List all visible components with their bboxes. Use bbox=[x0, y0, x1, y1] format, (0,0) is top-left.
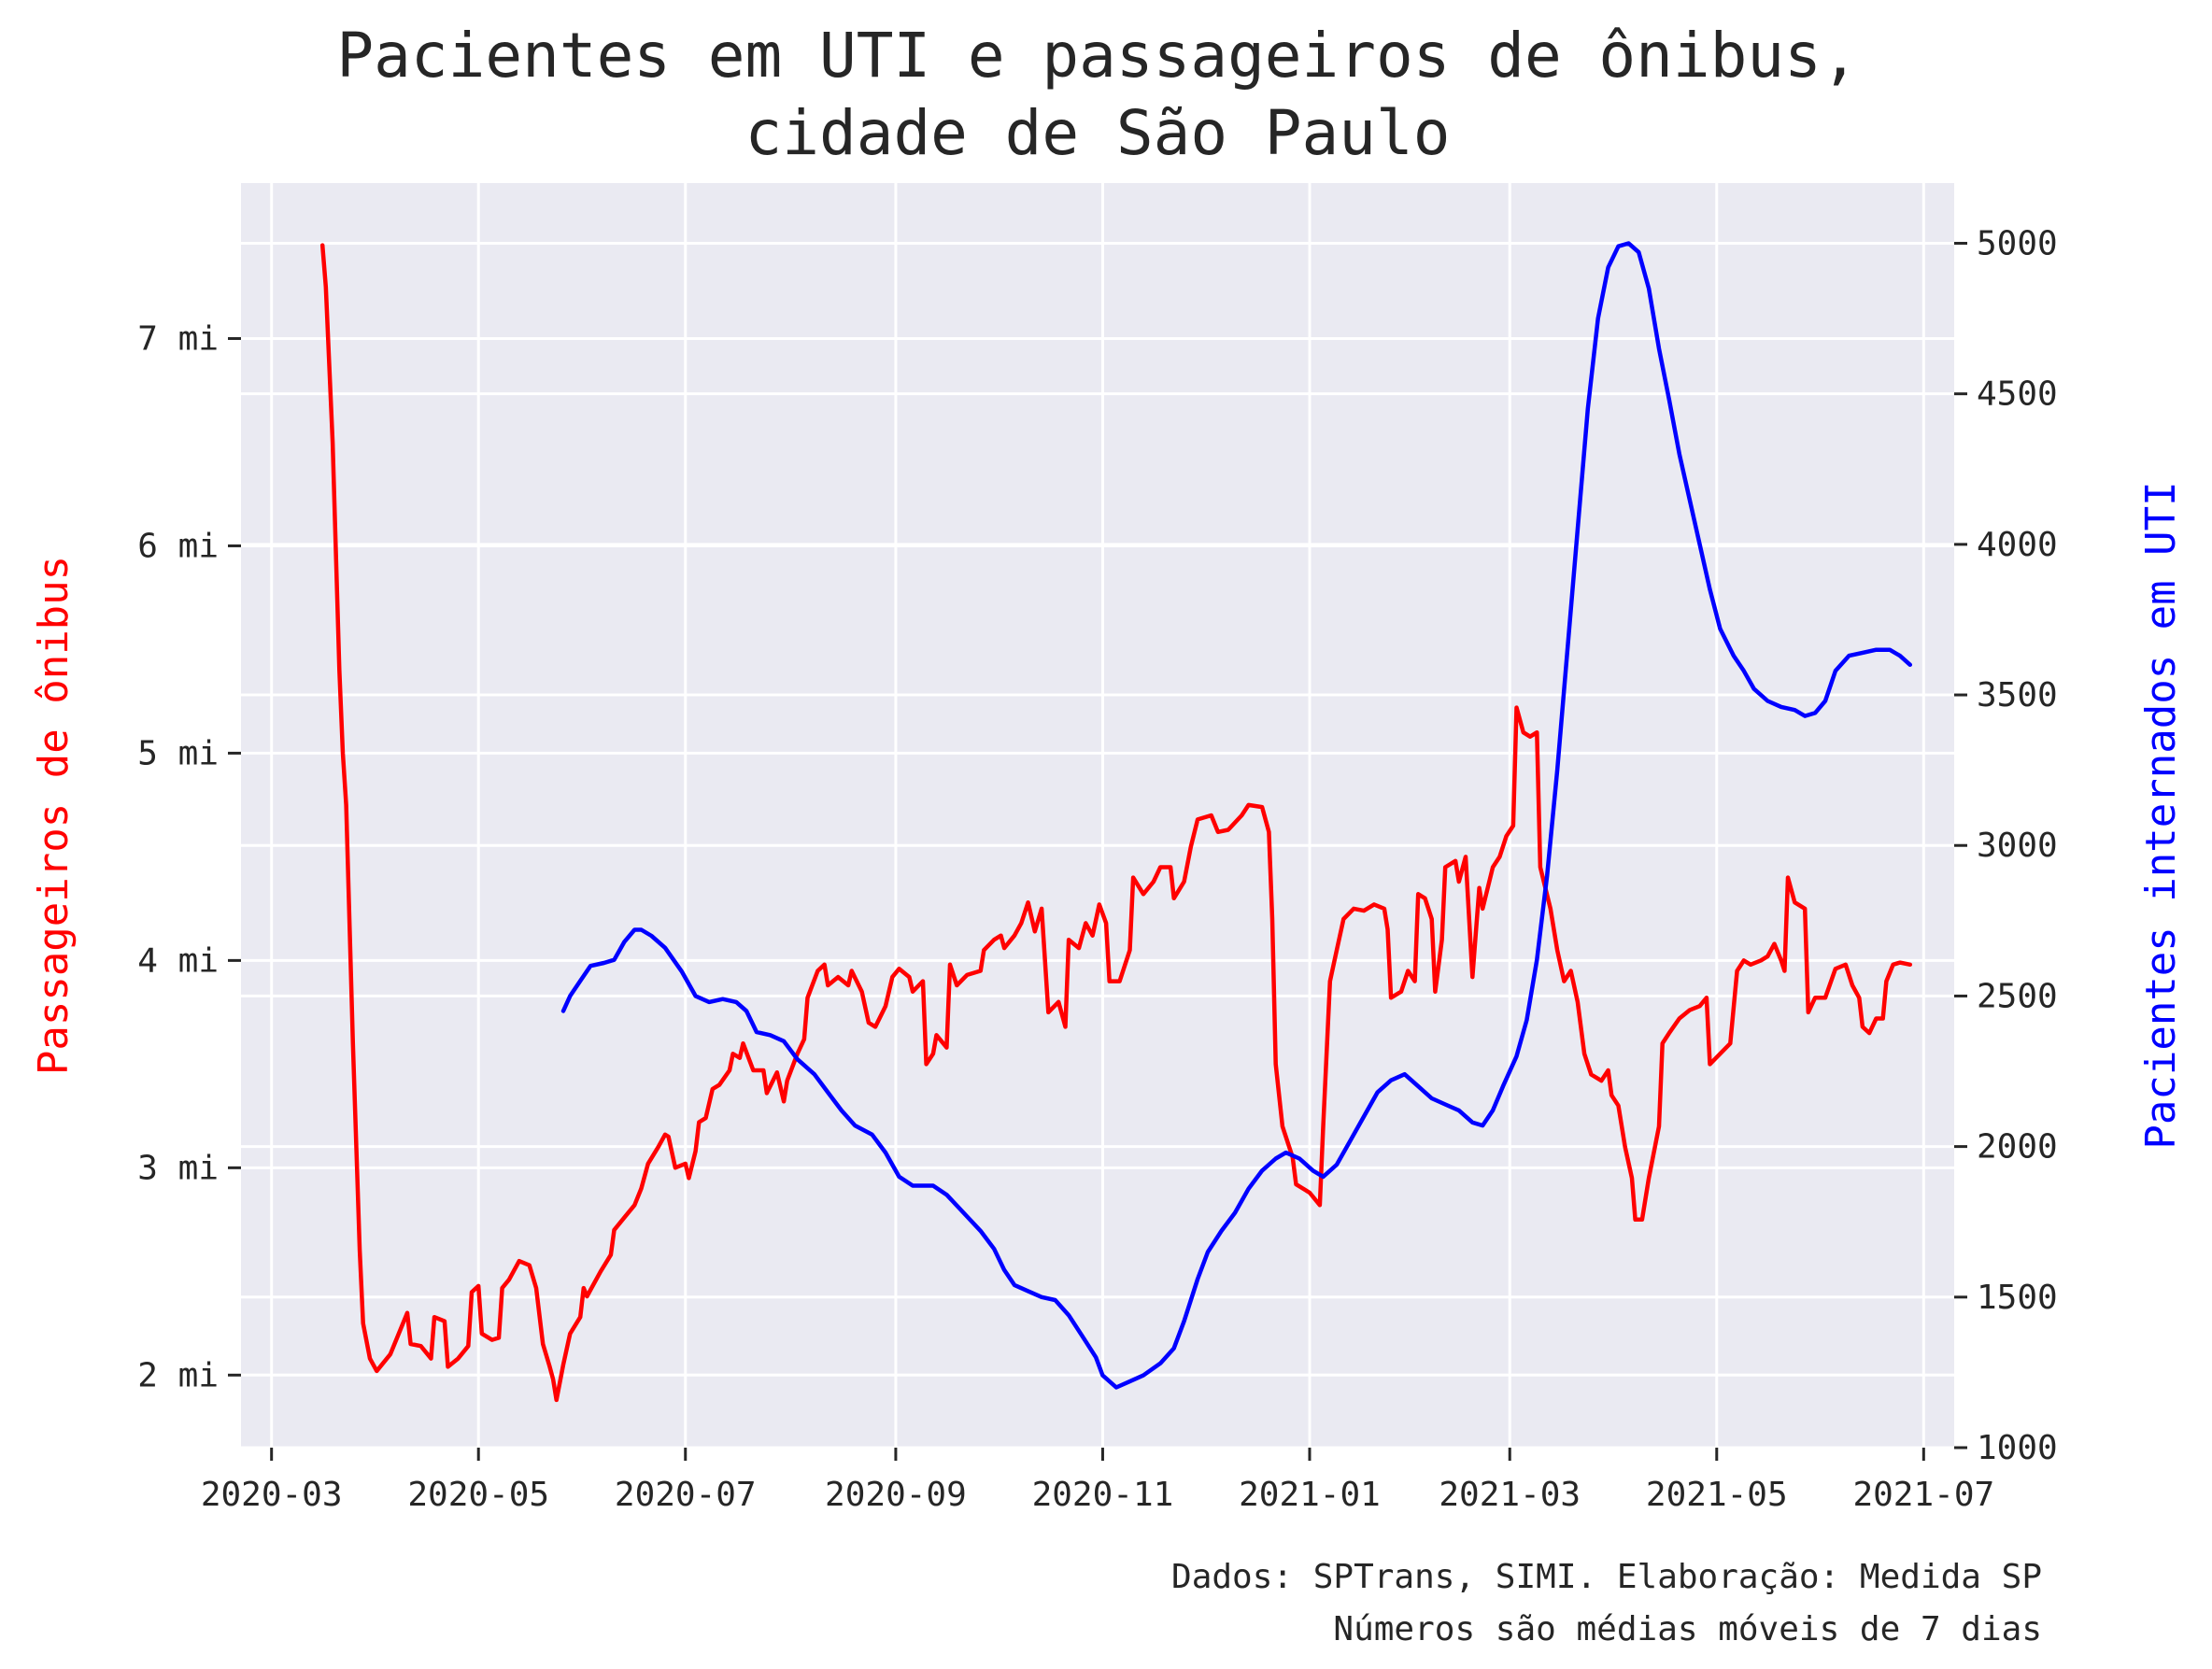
left-y-tick-label: 3 mi bbox=[137, 1149, 219, 1187]
right-y-tick-label: 5000 bbox=[1977, 224, 2058, 262]
x-tick-label: 2021-01 bbox=[1239, 1476, 1381, 1514]
right-y-tick-label: 2500 bbox=[1977, 977, 2058, 1015]
x-tick-label: 2020-11 bbox=[1032, 1476, 1174, 1514]
icu-patients-line bbox=[560, 241, 1913, 1390]
x-tick-label: 2020-05 bbox=[407, 1476, 549, 1514]
right-y-tick-label: 1500 bbox=[1977, 1279, 2058, 1317]
right-y-tick-label: 1000 bbox=[1977, 1429, 2058, 1467]
x-tick-label: 2020-03 bbox=[201, 1476, 343, 1514]
left-y-axis: 2 mi 3 mi 4 mi 5 mi 6 mi 7 mi bbox=[137, 319, 241, 1394]
left-y-tick-label: 2 mi bbox=[137, 1356, 219, 1394]
right-y-tick-label: 4000 bbox=[1977, 526, 2058, 564]
right-y-tick-label: 4500 bbox=[1977, 375, 2058, 414]
right-y-axis: 1000 1500 2000 2500 3000 3500 4000 4500 5000 bbox=[1954, 224, 2058, 1467]
x-tick-label: 2020-07 bbox=[615, 1476, 757, 1514]
left-y-tick-label: 4 mi bbox=[137, 941, 219, 980]
right-y-tick-label: 2000 bbox=[1977, 1128, 2058, 1167]
left-y-tick-label: 6 mi bbox=[137, 527, 219, 565]
plot-background bbox=[241, 183, 1954, 1448]
x-tick-label: 2021-03 bbox=[1439, 1476, 1581, 1514]
left-y-tick-label: 5 mi bbox=[137, 734, 219, 772]
left-y-gridlines bbox=[241, 336, 1954, 1377]
series-layer bbox=[319, 241, 1913, 1403]
x-tick-label: 2021-05 bbox=[1646, 1476, 1788, 1514]
x-tick-label: 2021-07 bbox=[1852, 1476, 1994, 1514]
source-note: Dados: SPTrans, SIMI. Elaboração: Medida… bbox=[1171, 1558, 2042, 1596]
bus-passengers-line bbox=[319, 243, 1913, 1403]
chart-subtitle: cidade de São Paulo bbox=[745, 97, 1451, 169]
x-axis: 2020-03 2020-05 2020-07 2020-09 2020-11 2021-… bbox=[201, 1448, 1994, 1514]
chart-title: Pacientes em UTI e passageiros de ônibus… bbox=[336, 20, 1858, 92]
x-tick-label: 2020-09 bbox=[825, 1476, 967, 1514]
left-axis-label: Passageiros de ônibus bbox=[30, 556, 78, 1075]
right-axis-label: Pacientes internados em UTI bbox=[2137, 481, 2185, 1149]
method-note: Números são médias móveis de 7 dias bbox=[1333, 1610, 2042, 1648]
right-y-tick-label: 3500 bbox=[1977, 676, 2058, 714]
left-y-tick-label: 7 mi bbox=[137, 319, 219, 358]
right-y-tick-label: 3000 bbox=[1977, 827, 2058, 865]
